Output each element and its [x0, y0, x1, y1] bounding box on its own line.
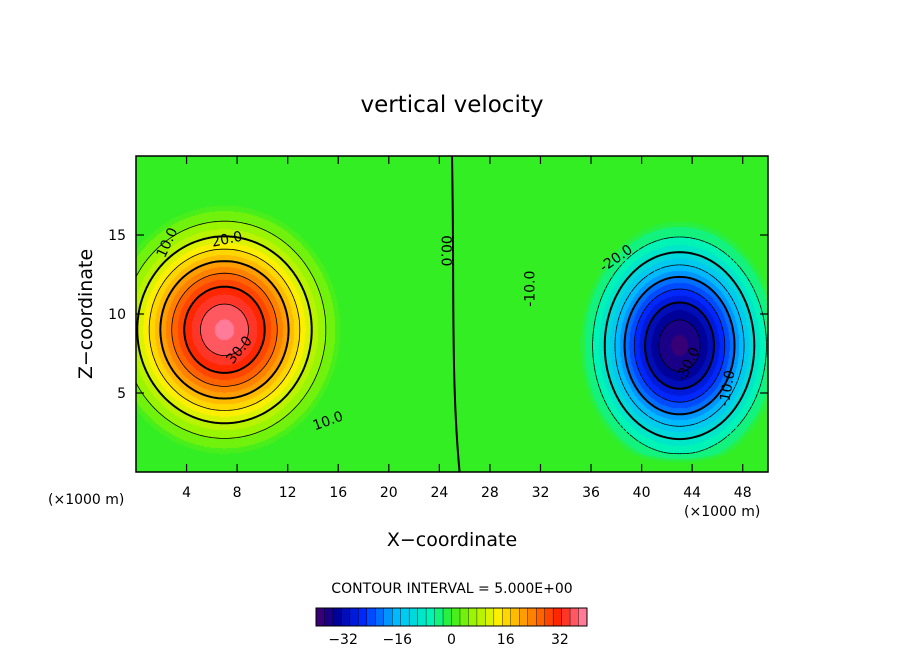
- colorbar-cell: [561, 607, 571, 627]
- x-axis-label: X−coordinate: [387, 529, 517, 551]
- colorbar-tick-label: −32: [328, 632, 358, 648]
- colorbar-cell: [485, 607, 495, 627]
- x-unit-right: (×1000 m): [684, 504, 760, 520]
- colorbar-cell: [375, 607, 385, 627]
- contour-level-pos20: [159, 260, 290, 400]
- x-tick-label: 8: [233, 485, 242, 501]
- x-tick-label: 32: [532, 485, 550, 501]
- contour-level-neg15: [614, 264, 745, 427]
- colorbar-cell: [315, 607, 325, 627]
- x-tick-label: 48: [734, 485, 752, 501]
- contour-level-neg30: [644, 301, 715, 390]
- contour-interval-text: CONTOUR INTERVAL = 5.000E+00: [331, 581, 572, 597]
- x-unit-left: (×1000 m): [48, 492, 124, 508]
- colorbar-tick-label: 16: [497, 632, 515, 648]
- y-axis-label: Z−coordinate: [75, 249, 97, 379]
- colorbar-cell: [442, 607, 452, 627]
- contour-level-neg25: [633, 288, 726, 403]
- x-tick-label: 12: [279, 485, 297, 501]
- colorbar-cell: [358, 607, 368, 627]
- colorbar-cell: [493, 607, 503, 627]
- colorbar-cell: [400, 607, 410, 627]
- contour-level-neg5: [592, 236, 767, 455]
- colorbar-cell: [535, 607, 546, 627]
- colorbar-cell: [468, 607, 478, 627]
- x-tick-label: 16: [329, 485, 347, 501]
- plot-area: 10.0 20.030.010.000.0-10.0-20.0-30.0-10.0: [136, 156, 768, 472]
- colorbar-cell: [332, 607, 342, 627]
- contour-level-pos10: [136, 235, 313, 425]
- colorbar-cell: [544, 607, 554, 627]
- contour-level-pos15: [148, 248, 301, 411]
- contour-level-pos5: [136, 220, 327, 439]
- x-tick-label: 40: [633, 485, 651, 501]
- contour-lines: [136, 156, 767, 472]
- colorbar-cell: [324, 607, 334, 627]
- colorbar-cell: [451, 607, 461, 627]
- x-tick-label: 20: [380, 485, 398, 501]
- chart-title: vertical velocity: [361, 92, 544, 118]
- y-tick-label: 15: [108, 228, 126, 244]
- colorbar: −32 −16 0 16 32: [315, 607, 588, 648]
- colorbar-cell: [476, 607, 486, 627]
- contour-label: 00.0: [438, 235, 454, 266]
- contour-level-pos25: [171, 272, 278, 387]
- colorbar-cell: [425, 607, 436, 627]
- colorbar-cell: [459, 607, 469, 627]
- colorbar-frame: [315, 607, 588, 627]
- colorbar-cell: [366, 607, 376, 627]
- colorbar-cell: [341, 607, 351, 627]
- contour-level-neg35: [658, 319, 701, 372]
- colorbar-cell: [519, 607, 529, 627]
- contour-level-pos35: [200, 303, 249, 356]
- colorbar-cell: [569, 607, 580, 627]
- y-tick-label: 10: [108, 307, 126, 323]
- contour-level-neg20: [623, 275, 736, 416]
- colorbar-cell: [392, 607, 402, 627]
- colorbar-tick-label: 0: [447, 632, 456, 648]
- colorbar-cell: [349, 607, 359, 627]
- colorbar-cell: [552, 607, 563, 627]
- x-axis-ticks: 4 8 12 16 20 24 28 32 36 40 44 48: [182, 156, 752, 501]
- colorbar-cells: [315, 607, 588, 627]
- y-axis-ticks: 5 10 15: [108, 228, 768, 402]
- y-tick-label: 5: [117, 386, 126, 402]
- colorbar-cell: [417, 607, 427, 627]
- colorbar-tick-label: −16: [383, 632, 413, 648]
- colorbar-cell: [527, 607, 537, 627]
- colorbar-tick-label: 32: [551, 632, 569, 648]
- contour-level-neg10: [603, 251, 756, 441]
- colorbar-cell: [510, 607, 520, 627]
- contour-label: -10.0: [717, 369, 739, 407]
- x-tick-label: 24: [430, 485, 448, 501]
- colorbar-cell: [434, 607, 444, 627]
- contour-level-pos30: [183, 285, 266, 374]
- x-tick-label: 4: [182, 485, 191, 501]
- x-tick-label: 28: [481, 485, 499, 501]
- colorbar-cell: [502, 607, 512, 627]
- contour-label: -10.0: [522, 271, 538, 307]
- contour-level-zero: [451, 156, 461, 472]
- colorbar-ticks: −32 −16 0 16 32: [328, 632, 568, 648]
- x-tick-label: 44: [683, 485, 701, 501]
- x-tick-label: 36: [582, 485, 600, 501]
- colorbar-cell: [383, 607, 393, 627]
- colorbar-cell: [408, 607, 419, 627]
- colorbar-cell: [578, 607, 588, 627]
- contour-label: 20.0: [210, 229, 244, 251]
